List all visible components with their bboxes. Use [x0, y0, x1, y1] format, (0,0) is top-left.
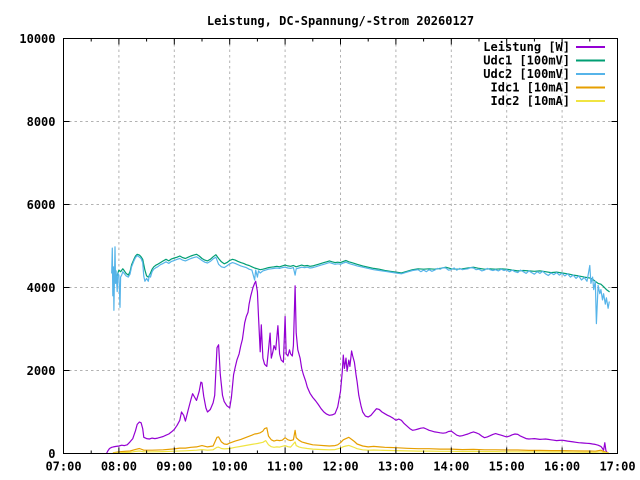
legend-label-1: Udc1 [100mV]	[483, 54, 570, 68]
x-tick-label: 07:00	[45, 460, 81, 474]
series-line-2	[111, 246, 610, 325]
series-line-3	[112, 427, 609, 454]
x-tick-label: 17:00	[599, 460, 635, 474]
x-tick-label: 08:00	[101, 460, 137, 474]
x-tick-label: 14:00	[433, 460, 469, 474]
legend-label-3: Idc1 [10mA]	[491, 81, 570, 95]
y-tick-label: 8000	[27, 115, 56, 129]
axes	[63, 38, 618, 454]
x-tick-label: 09:00	[156, 460, 192, 474]
legend: Leistung [W]Udc1 [100mV]Udc2 [100mV]Idc1…	[483, 40, 605, 108]
y-tick-label: 6000	[27, 198, 56, 212]
legend-label-4: Idc2 [10mA]	[491, 94, 570, 108]
x-tick-label: 11:00	[267, 460, 303, 474]
legend-label-0: Leistung [W]	[483, 40, 570, 54]
x-tick-label: 15:00	[489, 460, 525, 474]
x-tick-label: 12:00	[322, 460, 358, 474]
y-tick-label: 10000	[19, 32, 55, 46]
series-line-1	[112, 253, 610, 293]
x-tick-labels: 07:00 08:00 09:00 10:00 11:00 12:00 13:00 14:00…	[45, 460, 635, 474]
series-line-0	[106, 280, 609, 455]
y-tick-label: 0	[48, 447, 55, 461]
y-tick-labels: 0 2000 4000 6000 8000 10000	[19, 32, 55, 461]
grid	[63, 38, 618, 454]
legend-label-2: Udc2 [100mV]	[483, 67, 570, 81]
y-tick-label: 4000	[27, 281, 56, 295]
x-tick-label: 13:00	[378, 460, 414, 474]
y-tick-label: 2000	[27, 364, 56, 378]
chart-title: Leistung, DC-Spannung/-Strom 20260127	[206, 14, 475, 28]
x-tick-label: 10:00	[212, 460, 248, 474]
x-tick-label: 16:00	[544, 460, 580, 474]
series-line-4	[112, 440, 609, 454]
